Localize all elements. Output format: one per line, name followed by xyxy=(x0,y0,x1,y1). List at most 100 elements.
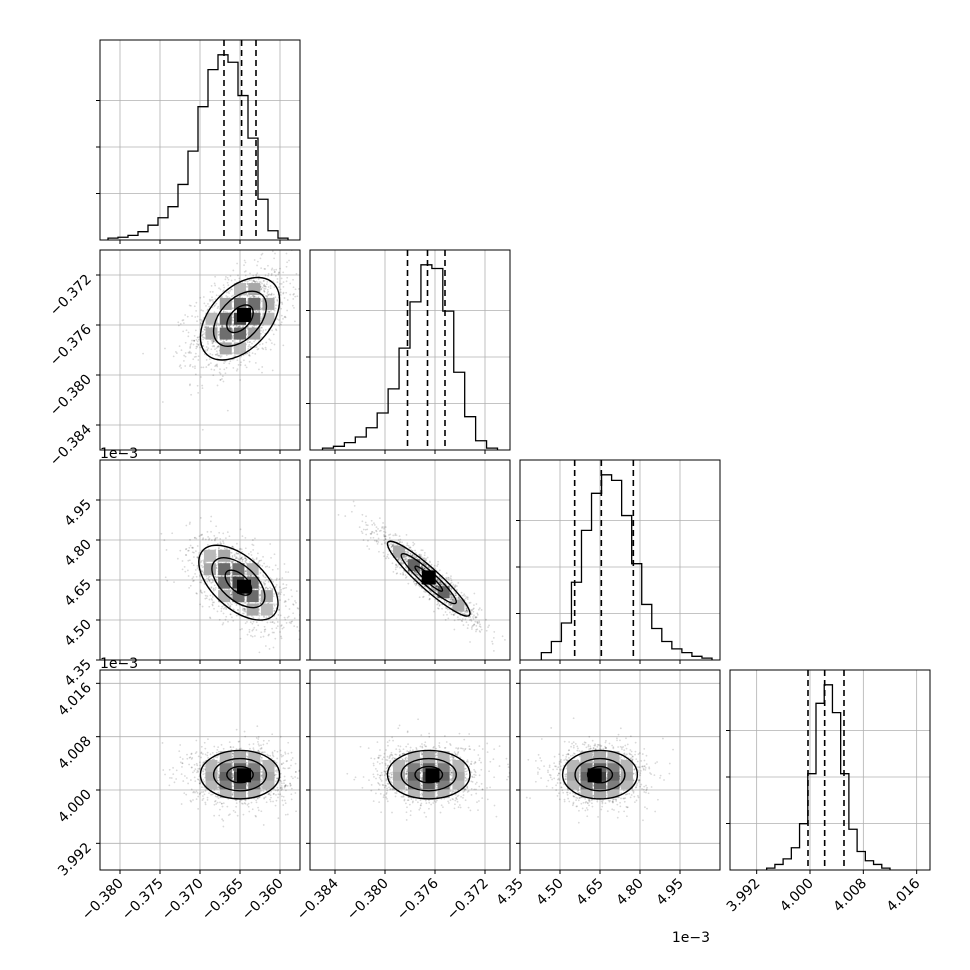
scatter-point xyxy=(447,597,450,600)
scatter-point xyxy=(251,622,254,625)
scatter-point xyxy=(184,355,187,358)
scatter-point xyxy=(271,250,274,253)
scatter-point xyxy=(418,553,420,556)
scatter-point xyxy=(245,785,248,788)
scatter-point xyxy=(217,786,220,789)
scatter-point xyxy=(395,564,398,567)
scatter-point xyxy=(254,635,256,637)
scatter-point xyxy=(395,572,398,575)
scatter-point xyxy=(311,254,313,256)
scatter-point xyxy=(453,614,456,616)
scatter-point xyxy=(383,526,385,529)
scatter-point xyxy=(265,578,268,581)
scatter-point xyxy=(265,341,268,344)
scatter-point xyxy=(195,347,198,350)
scatter-point xyxy=(421,549,424,552)
scatter-point xyxy=(435,585,438,588)
histogram-line xyxy=(107,54,289,240)
scatter-point xyxy=(258,588,260,591)
scatter-point xyxy=(215,294,218,297)
scatter-point xyxy=(202,559,205,562)
scatter-point xyxy=(207,347,210,350)
scatter-point xyxy=(214,575,216,578)
scatter-point xyxy=(229,746,232,749)
scatter-point xyxy=(406,550,409,552)
scatter-point xyxy=(267,293,270,296)
scatter-point xyxy=(261,286,264,289)
scatter-point xyxy=(263,309,265,312)
scatter-point xyxy=(219,542,222,545)
scatter-point xyxy=(400,563,403,566)
scatter-point xyxy=(262,285,265,287)
scatter-point xyxy=(217,323,219,326)
scatter-point xyxy=(217,761,220,764)
scatter-point xyxy=(200,534,203,536)
scatter-point xyxy=(245,559,248,562)
scatter-point xyxy=(476,628,479,631)
scatter-point xyxy=(254,352,257,355)
scatter-point xyxy=(449,593,452,596)
scatter-point xyxy=(435,585,438,588)
scatter-point xyxy=(436,578,438,581)
scatter-point xyxy=(382,522,384,524)
scatter-point xyxy=(247,347,250,350)
scatter-point xyxy=(394,544,396,547)
scatter-point xyxy=(273,603,275,606)
scatter-point xyxy=(268,566,271,568)
scatter-point xyxy=(220,575,223,577)
scatter-point xyxy=(263,615,265,618)
scatter-point xyxy=(231,764,234,767)
scatter-point xyxy=(188,350,191,353)
scatter-point xyxy=(221,324,224,327)
scatter-point xyxy=(460,619,463,622)
scatter-point xyxy=(432,588,435,591)
scatter-point xyxy=(184,548,187,551)
scatter-point xyxy=(264,580,267,582)
scatter-point xyxy=(235,557,238,560)
scatter-point xyxy=(478,607,481,610)
scatter-point xyxy=(189,538,191,541)
scatter-point xyxy=(249,346,252,349)
scatter-point xyxy=(269,543,272,545)
scatter-point xyxy=(423,551,426,554)
scatter-point xyxy=(410,572,413,575)
scatter-point xyxy=(271,754,274,757)
scatter-point xyxy=(200,366,203,369)
scatter-point xyxy=(218,814,221,817)
scatter-point xyxy=(188,304,191,307)
scatter-point xyxy=(435,586,438,589)
scatter-point xyxy=(215,555,218,558)
scatter-point xyxy=(264,582,267,585)
scatter-point xyxy=(420,549,423,552)
scatter-point xyxy=(201,334,204,337)
scatter-point xyxy=(214,348,216,351)
scatter-point xyxy=(229,746,232,748)
scatter-point xyxy=(259,594,261,597)
scatter-point xyxy=(221,805,224,808)
scatter-point xyxy=(212,340,215,343)
scatter-point xyxy=(278,272,280,274)
scatter-point xyxy=(248,354,250,357)
scatter-point xyxy=(173,581,175,583)
scatter-point xyxy=(230,551,233,554)
scatter-point xyxy=(224,278,227,281)
scatter-point xyxy=(246,283,249,286)
scatter-point xyxy=(464,610,467,613)
scatter-point xyxy=(377,537,380,540)
scatter-point xyxy=(234,555,236,558)
scatter-point xyxy=(216,353,219,356)
scatter-point xyxy=(244,570,247,573)
scatter-point xyxy=(246,352,249,355)
scatter-point xyxy=(193,339,196,342)
scatter-point xyxy=(205,305,207,307)
scatter-point xyxy=(375,529,377,532)
scatter-point xyxy=(253,588,255,591)
scatter-point xyxy=(243,259,246,262)
density-cell xyxy=(234,297,246,310)
scatter-point xyxy=(470,626,473,629)
scatter-point xyxy=(207,578,210,581)
scatter-point xyxy=(231,763,234,766)
scatter-point xyxy=(197,359,200,361)
scatter-point xyxy=(475,616,478,619)
scatter-point xyxy=(223,547,226,550)
